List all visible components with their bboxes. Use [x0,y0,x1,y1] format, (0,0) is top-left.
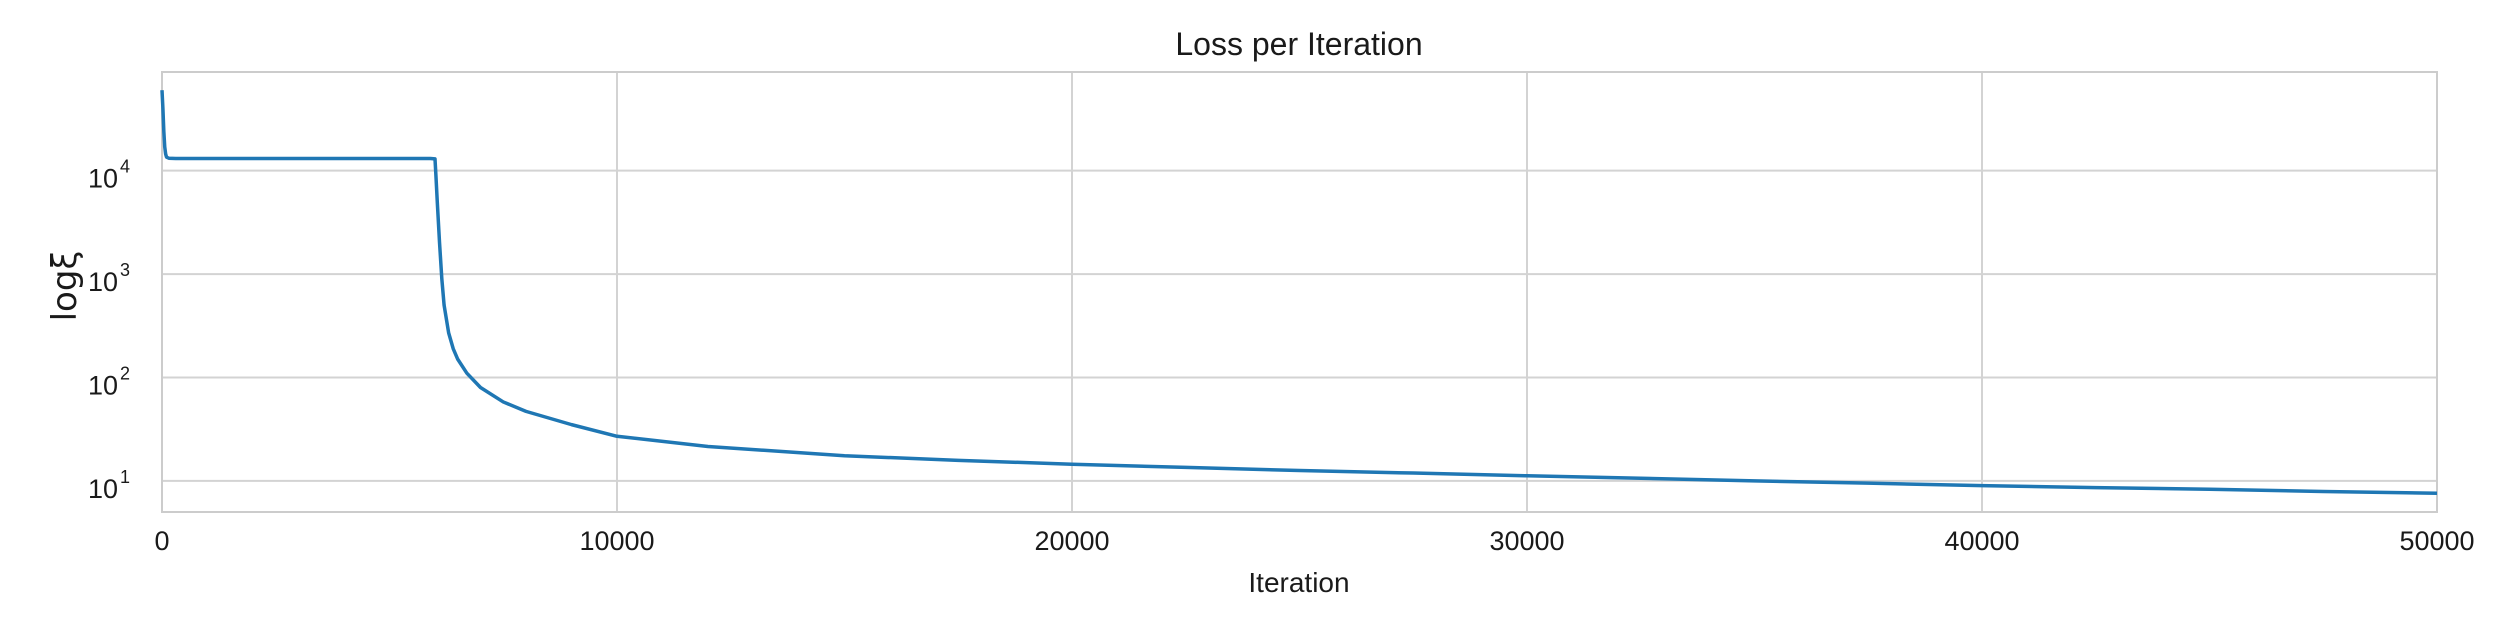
axes-frame [161,71,2438,513]
x-tick-label: 20000 [1034,526,1109,556]
y-tick-label: 10 [88,164,118,194]
y-tick-exponent: 3 [120,260,130,280]
y-tick-label: 10 [88,370,118,400]
plot-area [160,90,2438,495]
x-tick-label: 50000 [2399,526,2474,556]
y-axis-label: logξ [45,251,85,322]
chart-title: Loss per Iteration [1175,26,1422,62]
series-line-0 [160,90,2438,495]
plot-frame [161,71,2438,513]
grid [161,72,2438,512]
y-tick-label: 10 [88,267,118,297]
x-tick-label: 30000 [1489,526,1564,556]
x-axis-ticks: 0 10000 20000 30000 40000 50000 [154,526,2474,556]
x-axis-label: Iteration [1248,567,1349,598]
x-tick-label: 0 [154,526,169,556]
y-tick-exponent: 2 [120,363,130,383]
y-tick-label: 10 [88,474,118,504]
y-tick-exponent: 4 [120,157,130,177]
y-tick-exponent: 1 [120,467,130,487]
x-tick-label: 40000 [1944,526,2019,556]
x-tick-label: 10000 [579,526,654,556]
